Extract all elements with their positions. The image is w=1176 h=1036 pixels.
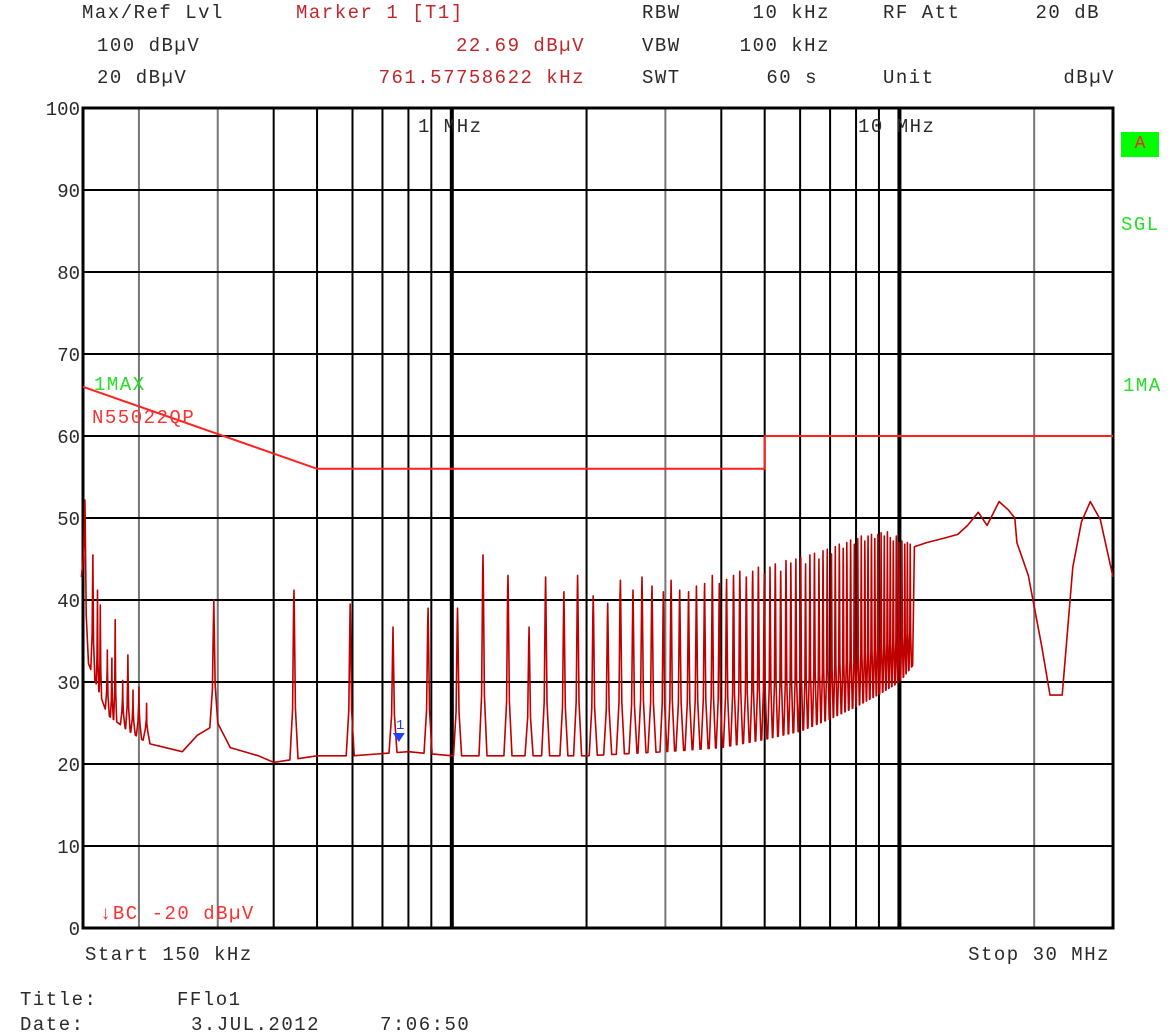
marker-1[interactable]: 1 (392, 718, 405, 742)
time-value: 7:06:50 (380, 1014, 471, 1036)
limit-line (82, 385, 1113, 470)
marker-number: 1 (396, 718, 404, 734)
ref-level-max: 100 dBµV (97, 35, 201, 57)
rbw-label: RBW (642, 2, 681, 24)
y-tick-label: 50 (57, 509, 80, 531)
y-tick-label: 90 (57, 181, 80, 203)
y-tick-label: 80 (57, 263, 80, 285)
trace-label: 1MAX (94, 374, 146, 396)
y-tick-label: 20 (57, 755, 80, 777)
vbw-value: 100 kHz (739, 35, 830, 57)
ref-level-label: Max/Ref Lvl (82, 2, 224, 24)
rbw-value: 10 kHz (752, 2, 830, 24)
ref-level-min: 20 dBµV (97, 67, 188, 89)
date-label: Date: (20, 1014, 85, 1036)
trace-a-badge: A (1121, 132, 1159, 157)
display-line-label: ↓BC -20 dBµV (100, 903, 255, 925)
stop-frequency: Stop 30 MHz (968, 944, 1110, 966)
marker-label: Marker 1 [T1] (296, 2, 464, 24)
marker-triangle-icon (392, 732, 405, 742)
y-tick-label: 100 (46, 99, 80, 121)
y-tick-label: 30 (57, 673, 80, 695)
marker-level: 22.69 dBµV (455, 35, 585, 57)
plot-frame (81, 106, 1115, 930)
y-tick-label: 40 (57, 591, 80, 613)
rf-att-value: 20 dB (1035, 2, 1100, 24)
y-tick-label: 10 (57, 837, 80, 859)
start-frequency: Start 150 kHz (85, 944, 253, 966)
x-tick-10mhz: 10 MHz (858, 116, 936, 138)
sgl-indicator: SGL (1121, 214, 1160, 236)
y-tick-label: 0 (69, 919, 80, 941)
date-value: 3.JUL.2012 (191, 1014, 321, 1036)
y-tick-label: 60 (57, 427, 80, 449)
y-tick-label: 70 (57, 345, 80, 367)
title-value: FFlo1 (177, 989, 242, 1011)
unit-value: dBµV (1063, 67, 1115, 89)
trace-mode-indicator: 1MA (1123, 375, 1162, 397)
unit-label: Unit (883, 67, 935, 89)
rf-att-label: RF Att (883, 2, 961, 24)
trace-1max (80, 499, 1114, 764)
limit-line-label: N55022QP (92, 407, 196, 429)
title-label: Title: (20, 989, 98, 1011)
swt-label: SWT (642, 67, 681, 89)
swt-value: 60 s (766, 67, 818, 89)
marker-frequency: 761.57758622 kHz (378, 67, 585, 89)
x-tick-1mhz: 1 MHz (418, 116, 483, 138)
vbw-label: VBW (642, 35, 681, 57)
